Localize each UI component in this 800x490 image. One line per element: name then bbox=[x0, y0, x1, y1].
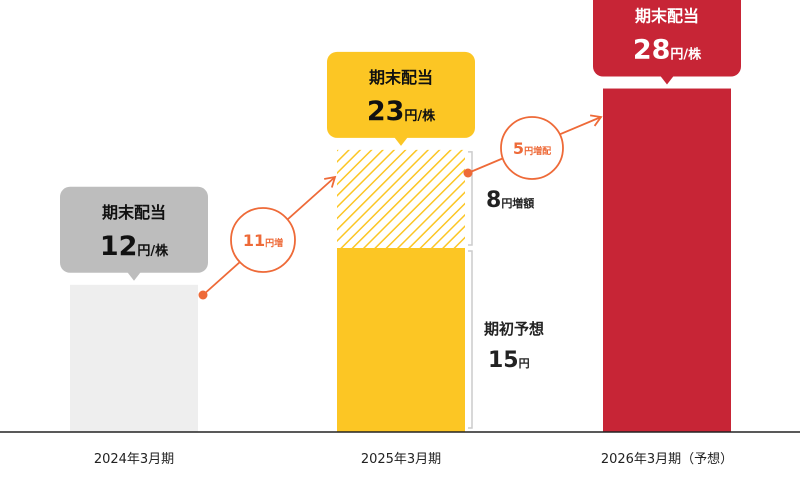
increase-circle-2 bbox=[500, 116, 564, 180]
increase-label-1: 11円増 bbox=[243, 231, 283, 250]
bubble-1-unit: 円/株 bbox=[137, 243, 169, 259]
bubble-2-pointer bbox=[394, 136, 408, 146]
bubble-1-value: 12 bbox=[100, 231, 138, 262]
bubble-3-title: 期末配当 bbox=[635, 7, 699, 26]
bubble-1-title: 期末配当 bbox=[102, 203, 166, 222]
bar-3 bbox=[603, 88, 731, 433]
bar-2 bbox=[337, 248, 465, 432]
bar-2-increase-segment bbox=[337, 149, 465, 248]
arrows-layer: 11円増 5円増配 bbox=[198, 114, 603, 300]
bubble-2 bbox=[327, 51, 475, 138]
annotation-increase-unit: 円増額 bbox=[501, 196, 534, 210]
bubble-1 bbox=[60, 186, 208, 273]
increase-label-2-value: 5 bbox=[513, 139, 524, 158]
bubble-3-value: 28 bbox=[633, 35, 671, 66]
increase-arrow-2-start-dot bbox=[463, 168, 473, 178]
bubble-3-amount: 28円/株 bbox=[633, 35, 702, 66]
increase-label-1-unit: 円増 bbox=[265, 237, 283, 249]
annotation-increase: 8円増額 bbox=[486, 188, 534, 213]
bubble-2-value: 23 bbox=[367, 96, 405, 127]
increase-arrow-2-head bbox=[589, 114, 603, 127]
annotation-increase-value: 8 bbox=[486, 188, 501, 213]
category-labels: 2024年3月期 2025年3月期 2026年3月期（予想） bbox=[94, 451, 733, 467]
annotation-initial-unit: 円 bbox=[519, 357, 530, 370]
bubble-1-pointer bbox=[127, 271, 141, 281]
bars-layer bbox=[70, 88, 731, 433]
bracket-increase bbox=[468, 151, 473, 246]
bubble-3-unit: 円/株 bbox=[670, 47, 702, 63]
increase-arrow-1-start-dot bbox=[198, 290, 208, 300]
bubble-3 bbox=[593, 0, 741, 77]
increase-label-1-value: 11 bbox=[243, 231, 265, 250]
annotation-initial-amount: 15円 bbox=[488, 348, 530, 373]
annotation-initial-title: 期初予想 bbox=[484, 320, 544, 338]
increase-arrow-1-head bbox=[324, 175, 337, 188]
bubble-3-pointer bbox=[660, 75, 674, 85]
increase-circle-1 bbox=[230, 207, 296, 273]
annotation-initial-value: 15 bbox=[488, 348, 519, 373]
bubble-2-unit: 円/株 bbox=[404, 108, 436, 124]
bubble-1-amount: 12円/株 bbox=[100, 231, 169, 262]
increase-label-2-unit: 円増配 bbox=[524, 145, 551, 157]
bracket-initial bbox=[468, 250, 473, 429]
bubble-2-title: 期末配当 bbox=[369, 68, 433, 87]
bubble-2-amount: 23円/株 bbox=[367, 96, 436, 127]
increase-label-2: 5円増配 bbox=[513, 139, 551, 158]
bar-1 bbox=[70, 284, 198, 432]
category-label-2: 2025年3月期 bbox=[361, 452, 441, 467]
category-label-1: 2024年3月期 bbox=[94, 452, 174, 467]
category-label-3: 2026年3月期（予想） bbox=[601, 451, 733, 467]
